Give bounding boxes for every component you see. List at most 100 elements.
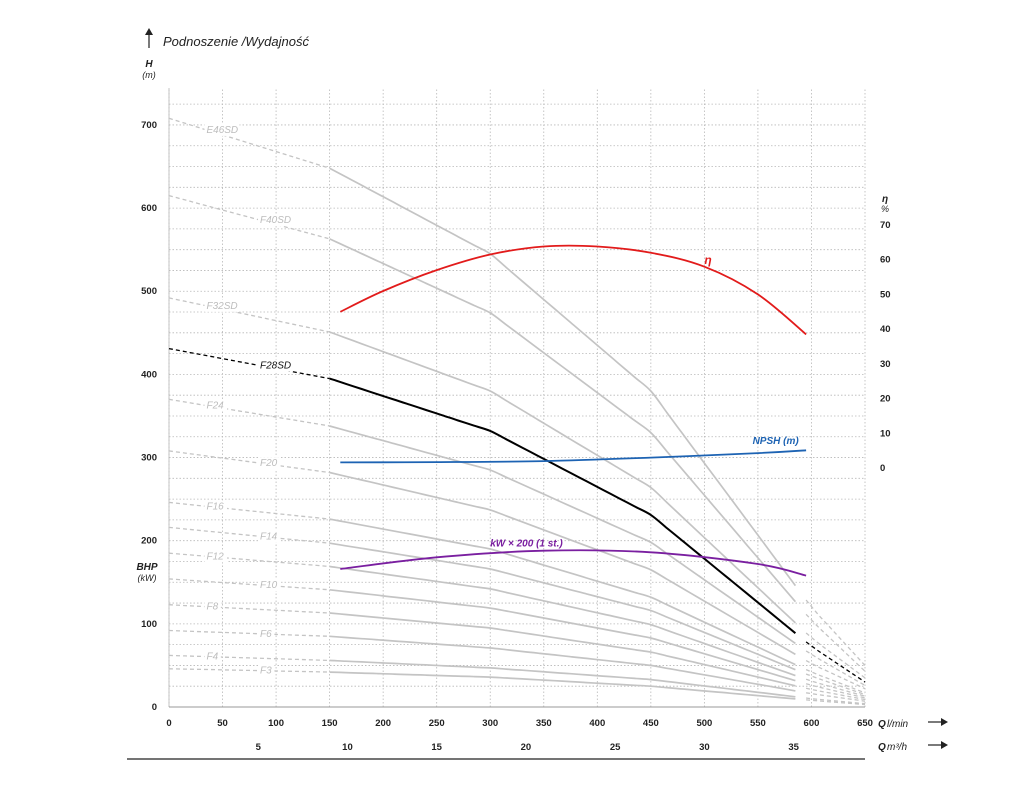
curve-label-bg [258,664,275,677]
curve-f6-start [168,629,330,637]
x-tick-label: 400 [589,718,605,729]
curve-f8-end [805,687,866,701]
curve-f20-start [168,450,330,474]
h-tick-label: 300 [141,453,157,464]
curve-label-bg [204,650,221,663]
curve-f20 [329,471,796,656]
y-axis-arrow-icon [145,28,153,48]
x2-tick-label: 25 [610,742,621,753]
curve-labels: E46SD F40SD F32SD F28SD F24 F20 F16 F14 F12 F10 F8… [204,123,799,677]
curve-f24-start [168,398,330,427]
x2-axis-unit: m³/h [887,742,907,753]
curve-f3-end [806,699,866,706]
curve-f3-start [168,668,330,673]
curve-f4-start [168,654,330,662]
curve-label-bg [258,214,294,227]
curve-label-f40sd: F40SD [260,215,291,226]
curve-f12-end [805,678,866,697]
curve-e46sd-start [168,117,330,169]
eta-tick-label: 20 [880,394,891,405]
curve-label-f3: F3 [260,666,272,677]
curve-label-bg [204,600,221,613]
curve-label-bg [204,399,228,412]
x-tick-label: 200 [375,718,391,729]
curve-f32sd-end [805,632,866,679]
x-tick-label: 300 [482,718,498,729]
curve-f10-start [168,578,330,591]
bhp-axis-unit: (kW) [138,573,157,583]
x-tick-label: 500 [696,718,712,729]
curve-f8-start [168,604,330,614]
eta-tick-label: 70 [880,220,891,231]
x2-axis-arrow-icon [928,741,948,749]
curve-f8 [329,612,796,687]
eta-axis-label: η [882,194,888,205]
h-tick-label: 600 [141,203,157,214]
curve-label-f28sd: F28SD [260,361,291,372]
x2-tick-label: 15 [431,742,442,753]
chart-title: Podnoszenie /Wydajność [163,34,309,49]
curve-label-f32sd: F32SD [206,301,237,312]
h-axis-unit: (m) [142,70,156,80]
x-tick-label: 50 [217,718,228,729]
x-axis-unit: l/min [887,719,909,730]
curve-f14-start [168,526,330,544]
curve-f40sd [329,238,797,603]
curve-f4-end [806,697,866,705]
curve-label-f8: F8 [206,602,218,613]
x-tick-label: 100 [268,718,284,729]
curve-label-f14: F14 [260,531,278,542]
x-tick-label: 0 [166,718,171,729]
curve-f32sd-start [168,297,330,333]
eta-tick-label: 30 [880,359,891,370]
curve-label-f24: F24 [206,401,224,412]
h-tick-label: 500 [141,286,157,297]
x2-tick-label: 20 [521,742,532,753]
eta-tick-label: 60 [880,255,891,266]
x-axis-arrow-icon [928,718,948,726]
h-tick-label: 400 [141,369,157,380]
curve-f28sd-end [805,641,866,683]
curve-label-bg [204,500,228,513]
eta-tick-label: 0 [880,463,885,474]
h-axis-label: H [145,59,153,70]
efficiency-label: η [704,253,711,267]
curve-f4 [329,659,796,698]
curve-e46sd-end [805,599,866,666]
x-tick-label: 450 [643,718,659,729]
curve-label-bg [204,550,228,563]
curve-label-bg [258,579,281,592]
x-tick-label: 550 [750,718,766,729]
curve-f32sd [329,331,796,624]
eta-tick-label: 10 [880,428,891,439]
curve-f28sd-start [168,347,330,380]
curve-f14 [329,542,796,671]
x2-tick-label: 5 [256,742,262,753]
curve-f40sd-end [805,613,866,672]
bhp-axis-label: BHP [136,562,157,573]
curve-f16 [329,518,796,666]
eta-tick-label: 40 [880,324,891,335]
curve-f16-start [168,501,330,520]
curve-label-e46sd: E46SD [206,125,238,136]
curve-label-f20: F20 [260,458,278,469]
x2-tick-label: 30 [699,742,710,753]
curve-f28sd [329,377,797,634]
eta-tick-label: 50 [880,289,891,300]
curve-label-bg [204,123,240,136]
curve-f6-end [806,692,866,702]
x-tick-label: 650 [857,718,873,729]
h-tick-label: 700 [141,120,157,131]
curve-label-bg [258,457,281,470]
curve-label-bg [258,359,294,372]
grid [168,88,866,708]
curve-label-bg [258,627,275,640]
curve-label-f12: F12 [206,551,224,562]
curve-f10-end [805,683,866,699]
curve-f24 [329,425,796,645]
curve-label-bg [204,299,240,312]
x-tick-label: 150 [322,718,338,729]
curve-f10 [329,588,796,682]
